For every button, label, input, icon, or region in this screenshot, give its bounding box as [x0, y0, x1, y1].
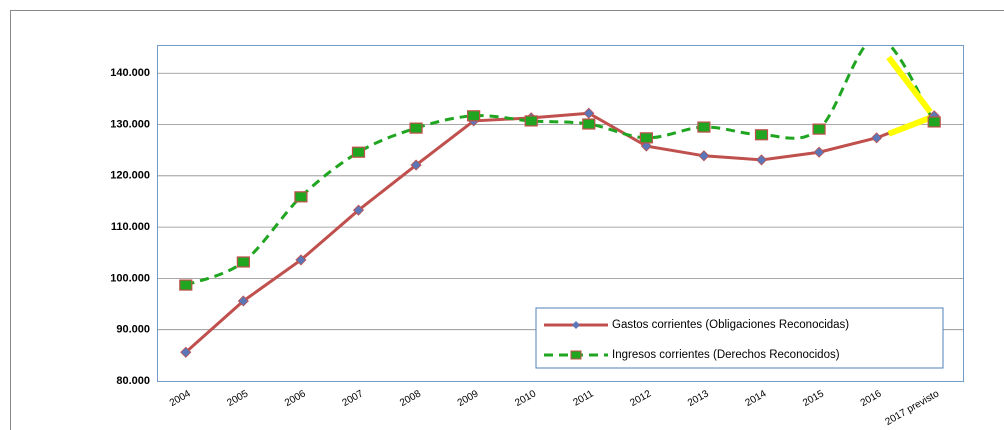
- marker: [871, 132, 883, 144]
- marker: [180, 346, 192, 358]
- legend-marker: [570, 350, 582, 360]
- marker: [754, 129, 769, 141]
- marker: [639, 132, 653, 144]
- marker: [583, 107, 595, 119]
- highlight-segment: [886, 55, 933, 114]
- marker: [351, 146, 366, 158]
- legend-box: [535, 307, 944, 369]
- marker: [524, 115, 538, 127]
- y-tick-label: 90.000: [116, 324, 150, 336]
- highlight-segment: [887, 114, 932, 137]
- marker: [237, 295, 249, 307]
- legend-label: Ingresos corrientes (Derechos Reconocido…: [612, 349, 840, 361]
- marker: [698, 150, 710, 162]
- marker: [409, 122, 423, 134]
- lines: [179, 45, 941, 358]
- marker: [352, 204, 365, 216]
- y-tick-label: 120.000: [110, 170, 150, 182]
- y-tick-label: 100.000: [110, 272, 150, 284]
- marker: [813, 146, 825, 158]
- y-tick-label: 110.000: [111, 221, 150, 233]
- marker: [410, 159, 422, 171]
- marker: [927, 116, 941, 128]
- marker: [295, 254, 307, 266]
- marker: [582, 118, 596, 130]
- plot-area: [157, 45, 964, 382]
- y-tick-label: 140.000: [110, 67, 150, 79]
- marker: [640, 140, 652, 152]
- legend-marker: [572, 321, 580, 329]
- marker: [236, 256, 250, 268]
- y-tick-label: 80.000: [116, 375, 150, 387]
- marker: [697, 121, 711, 133]
- legend-label: Gastos corrientes (Obligaciones Reconoci…: [612, 319, 849, 331]
- marker: [467, 110, 481, 122]
- marker: [812, 123, 826, 135]
- marker: [179, 279, 193, 291]
- marker: [294, 191, 308, 203]
- marker: [755, 154, 768, 166]
- series-line: [184, 111, 935, 354]
- y-tick-label: 130.000: [110, 118, 150, 130]
